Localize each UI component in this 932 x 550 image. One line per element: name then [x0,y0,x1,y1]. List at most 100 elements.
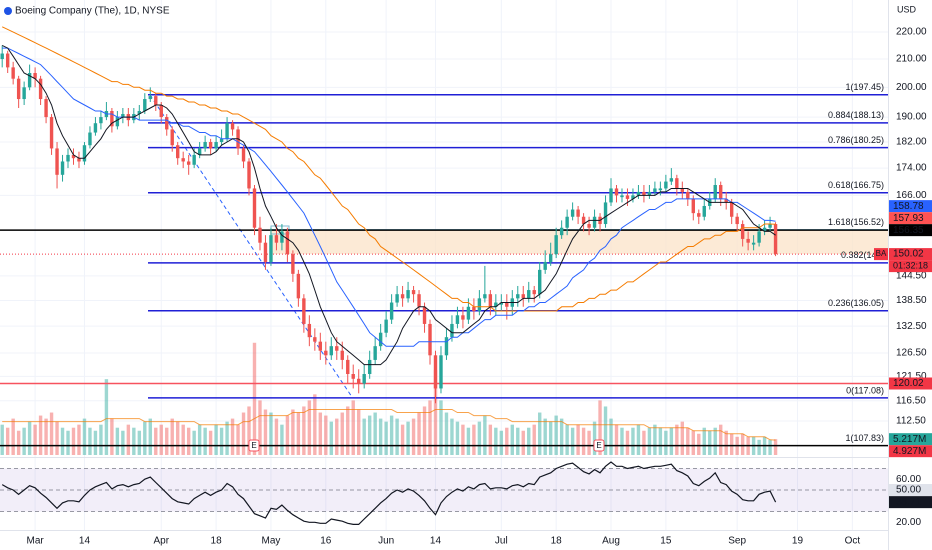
candle-body [0,53,4,60]
volume-bar [713,427,717,455]
candle-body [406,290,410,299]
candle-body [570,209,575,217]
candle-body [121,114,125,118]
candle-body [499,302,504,305]
volume-bar [165,427,169,455]
volume-bar [318,412,323,455]
back-layer [0,94,888,512]
volume-bar [99,424,103,455]
candle-body [653,188,657,192]
volume-bar [450,418,454,455]
volume-bar [609,418,613,455]
volume-bar [422,406,427,455]
volume-bar [675,424,679,455]
candle-body [444,337,449,356]
candle-body [225,123,229,139]
volume-bar [719,424,723,455]
volume-bar [521,430,525,455]
candle-body [461,315,465,320]
candle-body [450,323,454,338]
volume-bar [181,424,185,455]
fib-label: 1(107.83) [845,433,884,443]
candle-body [318,341,323,351]
candle-body [428,323,432,356]
volume-bar [647,427,652,455]
y-tick-label: 200.00 [896,82,927,93]
countdown-box [889,260,932,273]
volume-bar [406,421,410,455]
volume-label-box [889,433,932,446]
fib-label: 0(117.08) [846,385,884,395]
candle-body [384,319,388,333]
earnings-marker [248,439,260,452]
volume-bar [33,424,37,455]
volume-bar [121,430,125,455]
volume-bar [532,424,536,455]
candle-body [351,374,355,379]
candle-body [274,235,279,243]
volume-bar [614,424,619,455]
price-label: 150.02 [893,249,924,260]
volume-bar [22,427,26,455]
currency: USD [897,4,917,14]
volume-bar [324,415,328,455]
x-tick-label: 15 [660,536,672,547]
x-tick-label: 18 [211,536,223,547]
candle-body [603,202,608,225]
volume-bar [60,427,65,455]
volume-bar [203,427,207,455]
volume-bar [702,427,706,455]
rsi-line [1,461,777,525]
x-tick-label: Jul [495,536,508,547]
candle-body [335,346,339,351]
volume-bar [554,415,558,455]
candle-body [170,129,174,146]
candle-body [768,224,772,228]
volume-bar [230,418,235,455]
price-label: 157.93 [893,213,924,224]
volume-bar [38,415,43,455]
x-tick-label: Oct [845,536,861,547]
candle-body [565,216,569,228]
volume-bar [357,409,361,455]
candle-body [614,188,619,196]
candle-body [647,191,652,196]
volume-bar [505,427,509,455]
candle-body [543,261,547,270]
candle-body [307,323,312,338]
y-tick-label: 190.00 [896,112,927,123]
symbol-tag: BA [876,249,887,258]
volume-bar [137,430,142,455]
candle-body [625,195,630,199]
candle-body [521,294,525,299]
candle-body [22,87,26,100]
volume-bar [653,424,657,455]
candle-body [516,294,520,299]
fib-label: 0.786(180.25) [828,135,884,145]
candle-body [99,117,103,124]
volume-bar [11,418,15,455]
volume-bar [466,427,471,455]
earnings-label: E [251,441,256,450]
volume-bar [16,430,21,455]
rsi-tick-label: 20.00 [896,517,921,528]
volume-bar [280,424,284,455]
candle-body [455,315,460,324]
volume-bar [461,424,465,455]
candle-body [417,294,421,307]
volume-bar [548,421,553,455]
candle-body [93,123,98,133]
volume-bar [669,427,674,455]
candle-body [176,145,180,159]
candle-body [88,132,92,146]
candle-body [197,148,202,155]
y-tick-label: 116.50 [896,395,926,406]
price-label: 156.35 [893,225,924,236]
candle-body [762,227,767,232]
volume-bar [66,430,70,455]
volume-bar [477,421,482,455]
candle-body [642,191,646,196]
candle-body [346,359,350,375]
candle-body [483,294,487,299]
candle-body [592,216,597,228]
